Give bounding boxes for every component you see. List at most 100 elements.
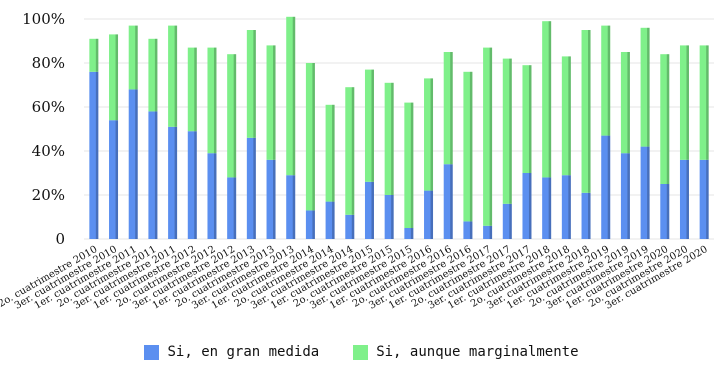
- bar-segment-shade: [233, 177, 237, 239]
- bar-segment-2: [325, 104, 335, 202]
- bar-segment-shade: [332, 104, 335, 202]
- bar-segment-shade: [686, 45, 689, 160]
- bar-segment-shade: [686, 159, 689, 239]
- bar-segment-1: [699, 159, 709, 239]
- bar-segment-2: [522, 65, 532, 173]
- bar-segment-2: [483, 47, 493, 226]
- legend-label-series-1: Si, en gran medida: [167, 344, 320, 360]
- legend-item-series-2: Si, aunque marginalmente: [353, 344, 579, 360]
- y-tick-label: 80%: [32, 54, 65, 72]
- bar-segment-shade: [469, 71, 473, 222]
- bar-segment-shade: [706, 159, 709, 239]
- legend-item-series-1: Si, en gran medida: [144, 344, 319, 360]
- bar-segment-shade: [351, 87, 355, 215]
- bar-segment-shade: [371, 69, 374, 182]
- bar-segment-2: [542, 21, 552, 178]
- bar-segment-shade: [135, 25, 138, 90]
- bar-segment-2: [443, 52, 453, 165]
- bar-segment-1: [424, 190, 434, 239]
- bar-segment-shade: [292, 175, 296, 239]
- y-tick-label: 40%: [32, 142, 65, 160]
- bar-segment-shade: [95, 38, 99, 72]
- y-tick-label: 100%: [22, 10, 65, 28]
- bar-segment-1: [89, 71, 99, 239]
- bar-segment-shade: [627, 52, 630, 154]
- bar-segment-2: [424, 78, 434, 191]
- bar-segment-1: [168, 126, 178, 239]
- bar-segment-2: [561, 56, 571, 176]
- bar-segment-shade: [253, 137, 256, 239]
- bar-segment-shade: [568, 175, 571, 239]
- bar-segment-1: [187, 131, 197, 239]
- bar-segment-2: [227, 54, 237, 178]
- bar-segment-shade: [489, 225, 493, 239]
- bar-segment-shade: [135, 89, 138, 240]
- bar-segment-shade: [548, 177, 552, 239]
- bar-segment-shade: [548, 21, 552, 178]
- bar-segment-2: [109, 34, 119, 121]
- bar-segment-shade: [253, 30, 256, 138]
- bar-segment-2: [699, 45, 709, 160]
- bar-segment-shade: [647, 146, 650, 239]
- bar-segment-shade: [706, 45, 709, 160]
- bar-segment-shade: [666, 54, 670, 185]
- legend-swatch-series-1: [144, 344, 160, 360]
- bar-segment-shade: [568, 56, 571, 176]
- y-tick-label: 0: [55, 230, 65, 248]
- bar-segment-shade: [410, 102, 414, 228]
- bar-segment-1: [345, 214, 355, 239]
- legend-label-series-2: Si, aunque marginalmente: [376, 344, 579, 360]
- bar-segment-2: [89, 38, 99, 72]
- bar-segment-1: [640, 146, 650, 239]
- bar-segment-2: [187, 47, 197, 132]
- bar-segment-shade: [273, 159, 276, 239]
- bar-segment-1: [443, 164, 453, 239]
- bar-segment-shade: [95, 71, 99, 239]
- bar-segment-shade: [332, 201, 335, 239]
- bar-segment-shade: [174, 126, 178, 239]
- bar-segment-shade: [174, 25, 178, 127]
- bar-segment-2: [679, 45, 689, 160]
- bar-segment-1: [502, 203, 512, 239]
- bar-segment-1: [542, 177, 552, 239]
- bar-segment-shade: [154, 38, 158, 112]
- bar-segment-shade: [430, 190, 434, 239]
- bar-segment-shade: [528, 173, 532, 239]
- bar-segment-shade: [194, 131, 197, 239]
- bar-segment-shade: [312, 63, 315, 211]
- bar-segment-1: [483, 225, 493, 239]
- bar-segment-shade: [194, 47, 197, 132]
- bar-segment-shade: [469, 221, 473, 239]
- bar-segment-2: [246, 30, 256, 138]
- bar-segment-shade: [213, 47, 217, 154]
- bar-segment-shade: [588, 30, 591, 193]
- bar-segment-shade: [292, 16, 296, 176]
- bar-segment-2: [305, 63, 315, 211]
- bar-segment-2: [345, 87, 355, 215]
- bar-segment-shade: [312, 210, 315, 239]
- bar-segment-2: [148, 38, 158, 112]
- bar-segment-shade: [430, 78, 434, 191]
- bar-segment-2: [660, 54, 670, 185]
- bar-segment-1: [109, 120, 119, 239]
- bar-segment-1: [522, 173, 532, 239]
- bar-segment-2: [581, 30, 591, 193]
- bar-segment-2: [266, 45, 276, 160]
- bar-segment-shade: [233, 54, 237, 178]
- bar-segment-shade: [627, 153, 630, 239]
- bar-segment-shade: [391, 195, 394, 239]
- bar-segment-1: [463, 221, 473, 239]
- bar-segment-1: [561, 175, 571, 239]
- bar-segment-shade: [647, 27, 650, 147]
- bar-segment-shade: [213, 153, 217, 239]
- bar-segment-shade: [115, 120, 119, 239]
- bar-segment-shade: [509, 203, 512, 239]
- bar-segment-shade: [371, 181, 374, 239]
- bar-segment-1: [305, 210, 315, 239]
- bar-segment-1: [601, 135, 611, 239]
- bar-segment-2: [502, 58, 512, 204]
- bar-segment-shade: [666, 184, 670, 239]
- bar-segment-shade: [509, 58, 512, 204]
- bar-segment-shade: [391, 82, 394, 195]
